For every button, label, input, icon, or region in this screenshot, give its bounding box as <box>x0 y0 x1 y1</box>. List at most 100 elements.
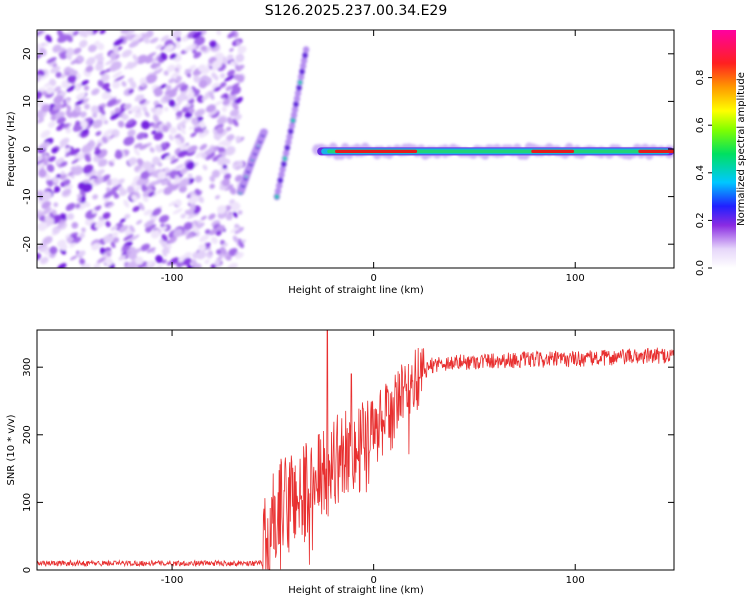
noise-blob <box>63 184 73 191</box>
noise-blob <box>221 57 228 65</box>
noise-blob <box>223 173 232 180</box>
noise-blob <box>46 178 53 187</box>
noise-blob <box>81 79 89 86</box>
noise-blob <box>140 243 151 252</box>
noise-blob <box>110 184 122 192</box>
noise-blob <box>121 245 131 252</box>
streak-halo <box>300 57 308 65</box>
noise-blob <box>126 118 135 125</box>
noise-blob <box>136 178 146 186</box>
noise-blob <box>230 82 240 89</box>
snr-y-ticks: 0 100 200 300 <box>22 358 674 573</box>
y-tick-label: 0 <box>22 146 33 152</box>
noise-blob <box>235 64 245 71</box>
noise-blob <box>79 258 86 265</box>
noise-blob <box>84 154 91 163</box>
noise-blob <box>233 96 243 105</box>
x-tick-label: 100 <box>566 575 585 586</box>
noise-blob <box>180 126 186 135</box>
noise-blob <box>162 125 169 133</box>
noise-blob <box>144 219 155 228</box>
noise-blob <box>208 91 215 100</box>
noise-blob <box>72 30 79 36</box>
noise-blob <box>232 211 238 218</box>
noise-blob <box>143 36 150 44</box>
noise-blob <box>41 103 51 113</box>
noise-blob <box>152 68 163 76</box>
noise-blob <box>71 158 80 164</box>
noise-blob <box>193 75 201 83</box>
noise-blob <box>92 119 103 129</box>
noise-blob <box>88 44 97 53</box>
noise-blob <box>128 157 138 166</box>
noise-blob <box>230 61 236 67</box>
noise-blob <box>117 107 126 115</box>
noise-blob <box>66 85 76 93</box>
noise-blob <box>171 30 182 39</box>
noise-blob <box>218 139 229 146</box>
noise-blob <box>99 30 106 35</box>
noise-blob <box>178 185 187 193</box>
colorbar-ticks: 0.0 0.2 0.4 0.6 0.8 <box>695 70 712 276</box>
noise-blob <box>85 30 93 36</box>
noise-blob <box>198 121 206 129</box>
noise-blob <box>144 100 150 105</box>
noise-blob <box>220 246 227 255</box>
noise-blob <box>176 261 182 268</box>
noise-blob <box>106 203 115 209</box>
noise-blob <box>133 148 140 156</box>
noise-blob <box>145 260 154 267</box>
noise-blob <box>75 203 81 208</box>
noise-blob <box>188 107 195 114</box>
noise-blob <box>154 89 163 97</box>
noise-blob <box>72 47 82 55</box>
noise-blob <box>225 126 232 132</box>
noise-blob <box>65 128 72 134</box>
noise-blob <box>230 201 239 207</box>
noise-blob <box>217 156 228 166</box>
noise-blob <box>226 134 235 142</box>
snr-panel: -100 0 100 0 100 200 300 Height of straight l… <box>6 329 675 596</box>
streak-2 <box>273 46 310 201</box>
noise-blob <box>109 52 117 59</box>
noise-blob <box>236 74 245 83</box>
noise-blob <box>238 240 245 249</box>
noise-blob <box>52 44 62 53</box>
noise-blob <box>172 105 180 112</box>
noise-blob <box>150 229 161 239</box>
noise-blob <box>155 264 163 268</box>
noise-blob <box>237 160 244 168</box>
noise-blob <box>184 111 193 119</box>
noise-blob <box>101 136 108 144</box>
noise-blob <box>45 34 53 43</box>
streak-halo <box>276 182 283 190</box>
x-tick-label: 100 <box>566 273 585 284</box>
noise-blob <box>146 73 158 84</box>
noise-blob <box>132 205 140 212</box>
noise-blob <box>42 207 52 215</box>
noise-blob <box>47 121 56 128</box>
noise-blob <box>146 52 157 59</box>
noise-blob <box>160 52 168 61</box>
noise-blob <box>92 194 98 200</box>
noise-blob <box>83 33 88 38</box>
noise-blob <box>163 70 169 76</box>
noise-blob <box>165 84 172 91</box>
noise-blob <box>157 162 163 167</box>
noise-blob <box>56 222 65 229</box>
noise-blob <box>237 45 245 54</box>
noise-blob <box>146 30 154 37</box>
noise-blob <box>121 49 133 58</box>
noise-blob <box>160 225 167 231</box>
noise-blob <box>128 40 140 48</box>
noise-blob <box>174 67 180 73</box>
noise-blob <box>198 243 207 252</box>
noise-blob <box>216 249 222 255</box>
noise-blob <box>222 164 228 170</box>
noise-blob <box>146 224 157 230</box>
x-tick-label: 0 <box>370 273 376 284</box>
noise-blob <box>105 201 113 208</box>
noise-blob <box>156 188 165 194</box>
streak-halo <box>290 111 298 119</box>
noise-blob <box>124 213 131 219</box>
